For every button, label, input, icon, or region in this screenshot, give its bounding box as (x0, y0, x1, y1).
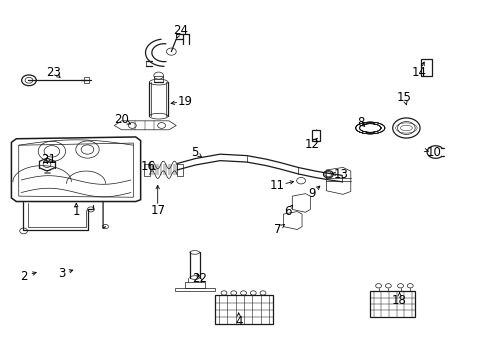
Text: 5: 5 (191, 145, 198, 158)
Text: 9: 9 (307, 187, 315, 200)
Text: 14: 14 (411, 66, 426, 79)
Text: 10: 10 (426, 146, 440, 159)
Text: 19: 19 (177, 95, 192, 108)
Text: 17: 17 (150, 204, 165, 217)
Text: 7: 7 (273, 223, 281, 236)
Text: 4: 4 (234, 315, 242, 328)
Text: 6: 6 (283, 205, 290, 218)
Text: 1: 1 (72, 205, 80, 218)
Text: 24: 24 (172, 24, 187, 37)
Text: 16: 16 (140, 160, 155, 173)
Text: 13: 13 (333, 168, 348, 181)
Text: 23: 23 (46, 66, 61, 79)
Text: 8: 8 (356, 116, 364, 129)
Text: 15: 15 (396, 91, 411, 104)
Text: 3: 3 (58, 267, 65, 280)
Text: 21: 21 (41, 153, 56, 166)
Text: 20: 20 (114, 113, 129, 126)
Text: 11: 11 (269, 179, 285, 192)
Text: 12: 12 (304, 138, 319, 150)
Text: 22: 22 (192, 272, 207, 285)
Text: 18: 18 (391, 294, 406, 307)
Text: 2: 2 (20, 270, 28, 283)
